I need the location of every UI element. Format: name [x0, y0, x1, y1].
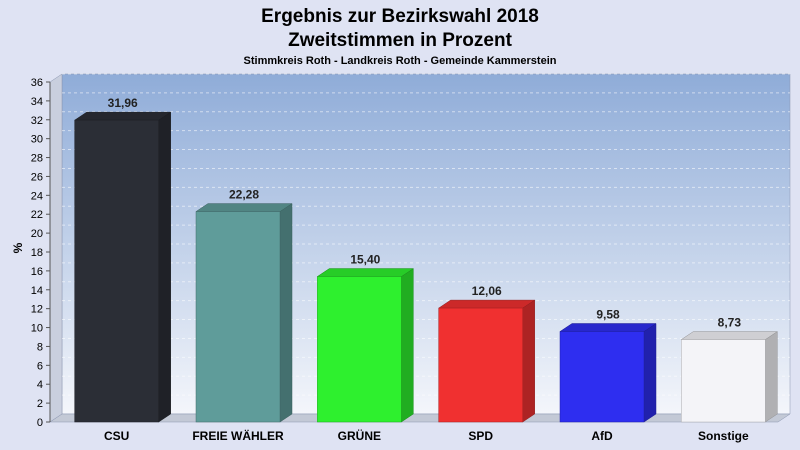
bar-side	[158, 111, 171, 423]
bar-value-label: 15,40	[350, 253, 380, 267]
bar-side	[279, 203, 293, 423]
bars: 31,96 22,28 15,40 12,06 9,58 8,73	[73, 96, 779, 423]
y-tick-label: 0	[37, 417, 43, 429]
y-tick-label: 24	[31, 190, 43, 202]
x-category-label: Sonstige	[698, 429, 749, 443]
y-tick-label: 28	[31, 153, 43, 165]
y-tick-label: 6	[37, 360, 43, 372]
bar-side	[643, 323, 657, 423]
y-tick-label: 32	[31, 115, 43, 127]
y-tick-label: 10	[31, 323, 43, 335]
y-tick-label: 20	[31, 228, 43, 240]
bar-value-label: 8,73	[718, 316, 742, 330]
x-category-label: CSU	[104, 429, 129, 443]
bar-front	[74, 119, 159, 423]
bar-top	[316, 268, 415, 277]
x-axis: CSU FREIE WÄHLER GRÜNE SPD AfD Sonstige	[104, 428, 749, 443]
bar-afd: 9,58	[559, 308, 657, 423]
bar-gr-ne: 15,40	[316, 253, 415, 423]
bar-side	[522, 299, 535, 423]
x-category-label: FREIE WÄHLER	[192, 428, 284, 443]
bar-top	[559, 323, 657, 332]
bar-value-label: 31,96	[108, 96, 138, 110]
bar-value-label: 12,06	[472, 284, 502, 298]
y-tick-label: 34	[31, 96, 43, 108]
grid-lines	[62, 73, 790, 396]
bar-front	[317, 276, 402, 423]
chart-title: Ergebnis zur Bezirkswahl 2018	[261, 6, 539, 27]
bar-sonstige: 8,73	[680, 316, 779, 423]
x-category-label: GRÜNE	[338, 428, 381, 443]
bar-top	[195, 203, 293, 212]
bar-front	[559, 331, 645, 423]
bar-top	[73, 111, 172, 121]
y-axis-label: %	[11, 242, 25, 253]
y-tick-label: 30	[31, 134, 43, 146]
y-tick-label: 26	[31, 171, 43, 183]
bar-front	[438, 307, 523, 423]
bar-side	[765, 331, 778, 423]
y-tick-label: 4	[37, 379, 43, 391]
bar-side	[401, 268, 414, 423]
x-category-label: SPD	[468, 429, 493, 443]
y-tick-label: 16	[31, 266, 43, 278]
y-tick-label: 36	[31, 77, 43, 89]
x-category-label: AfD	[591, 429, 613, 443]
bar-value-label: 22,28	[229, 188, 259, 202]
y-tick-label: 18	[31, 247, 43, 259]
y-tick-label: 2	[37, 398, 43, 410]
bar-spd: 12,06	[437, 284, 536, 423]
chart-subtitle: Stimmkreis Roth - Landkreis Roth - Gemei…	[244, 55, 557, 67]
y-tick-label: 12	[31, 304, 43, 316]
y-tick-label: 14	[31, 285, 43, 297]
chart-title-line2: Zweitstimmen in Prozent	[288, 30, 512, 51]
bar-top	[680, 331, 779, 340]
bar-top	[437, 299, 536, 309]
bar-csu: 31,96	[73, 96, 172, 423]
y-tick-label: 22	[31, 209, 43, 221]
bar-front	[195, 211, 281, 423]
plot-left-wall	[49, 73, 63, 423]
y-tick-label: 8	[37, 341, 43, 353]
bar-front	[681, 339, 766, 423]
bar-freie-w-hler: 22,28	[195, 188, 293, 423]
bar-value-label: 9,58	[596, 308, 620, 322]
